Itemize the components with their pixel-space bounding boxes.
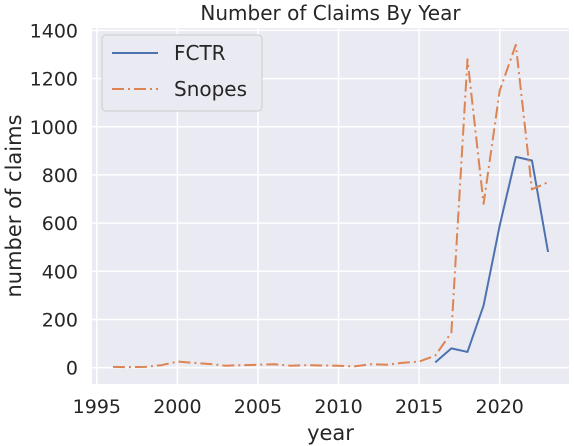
y-tick-label: 0: [66, 358, 78, 380]
y-tick-label: 400: [42, 261, 78, 283]
x-tick-label: 2010: [314, 396, 362, 418]
y-tick-label: 1000: [30, 117, 78, 139]
y-tick-label: 800: [42, 165, 78, 187]
chart-title: Number of Claims By Year: [200, 1, 461, 25]
y-tick-label: 1400: [30, 20, 78, 42]
x-tick-label: 2005: [234, 396, 282, 418]
legend-label-fctr: FCTR: [174, 41, 226, 65]
x-tick-label: 1995: [73, 396, 121, 418]
series-line-snopes: [112, 43, 549, 369]
series-lines: [112, 43, 550, 369]
x-tick-label: 2020: [476, 396, 524, 418]
legend: FCTR Snopes: [101, 34, 263, 112]
x-tick-label: 2000: [153, 396, 201, 418]
y-tick-label: 200: [42, 309, 78, 331]
x-tick-labels: 1995 2000 2005 2010 2015 2020: [73, 396, 524, 418]
y-tick-label: 1200: [30, 69, 78, 91]
y-tick-labels: 0 200 400 600 800 1000 1200 1400: [30, 20, 78, 379]
y-axis-label: number of claims: [2, 114, 26, 297]
x-tick-label: 2015: [395, 396, 443, 418]
legend-label-snopes: Snopes: [174, 77, 247, 101]
x-axis-label: year: [307, 421, 354, 445]
y-tick-label: 600: [42, 213, 78, 235]
